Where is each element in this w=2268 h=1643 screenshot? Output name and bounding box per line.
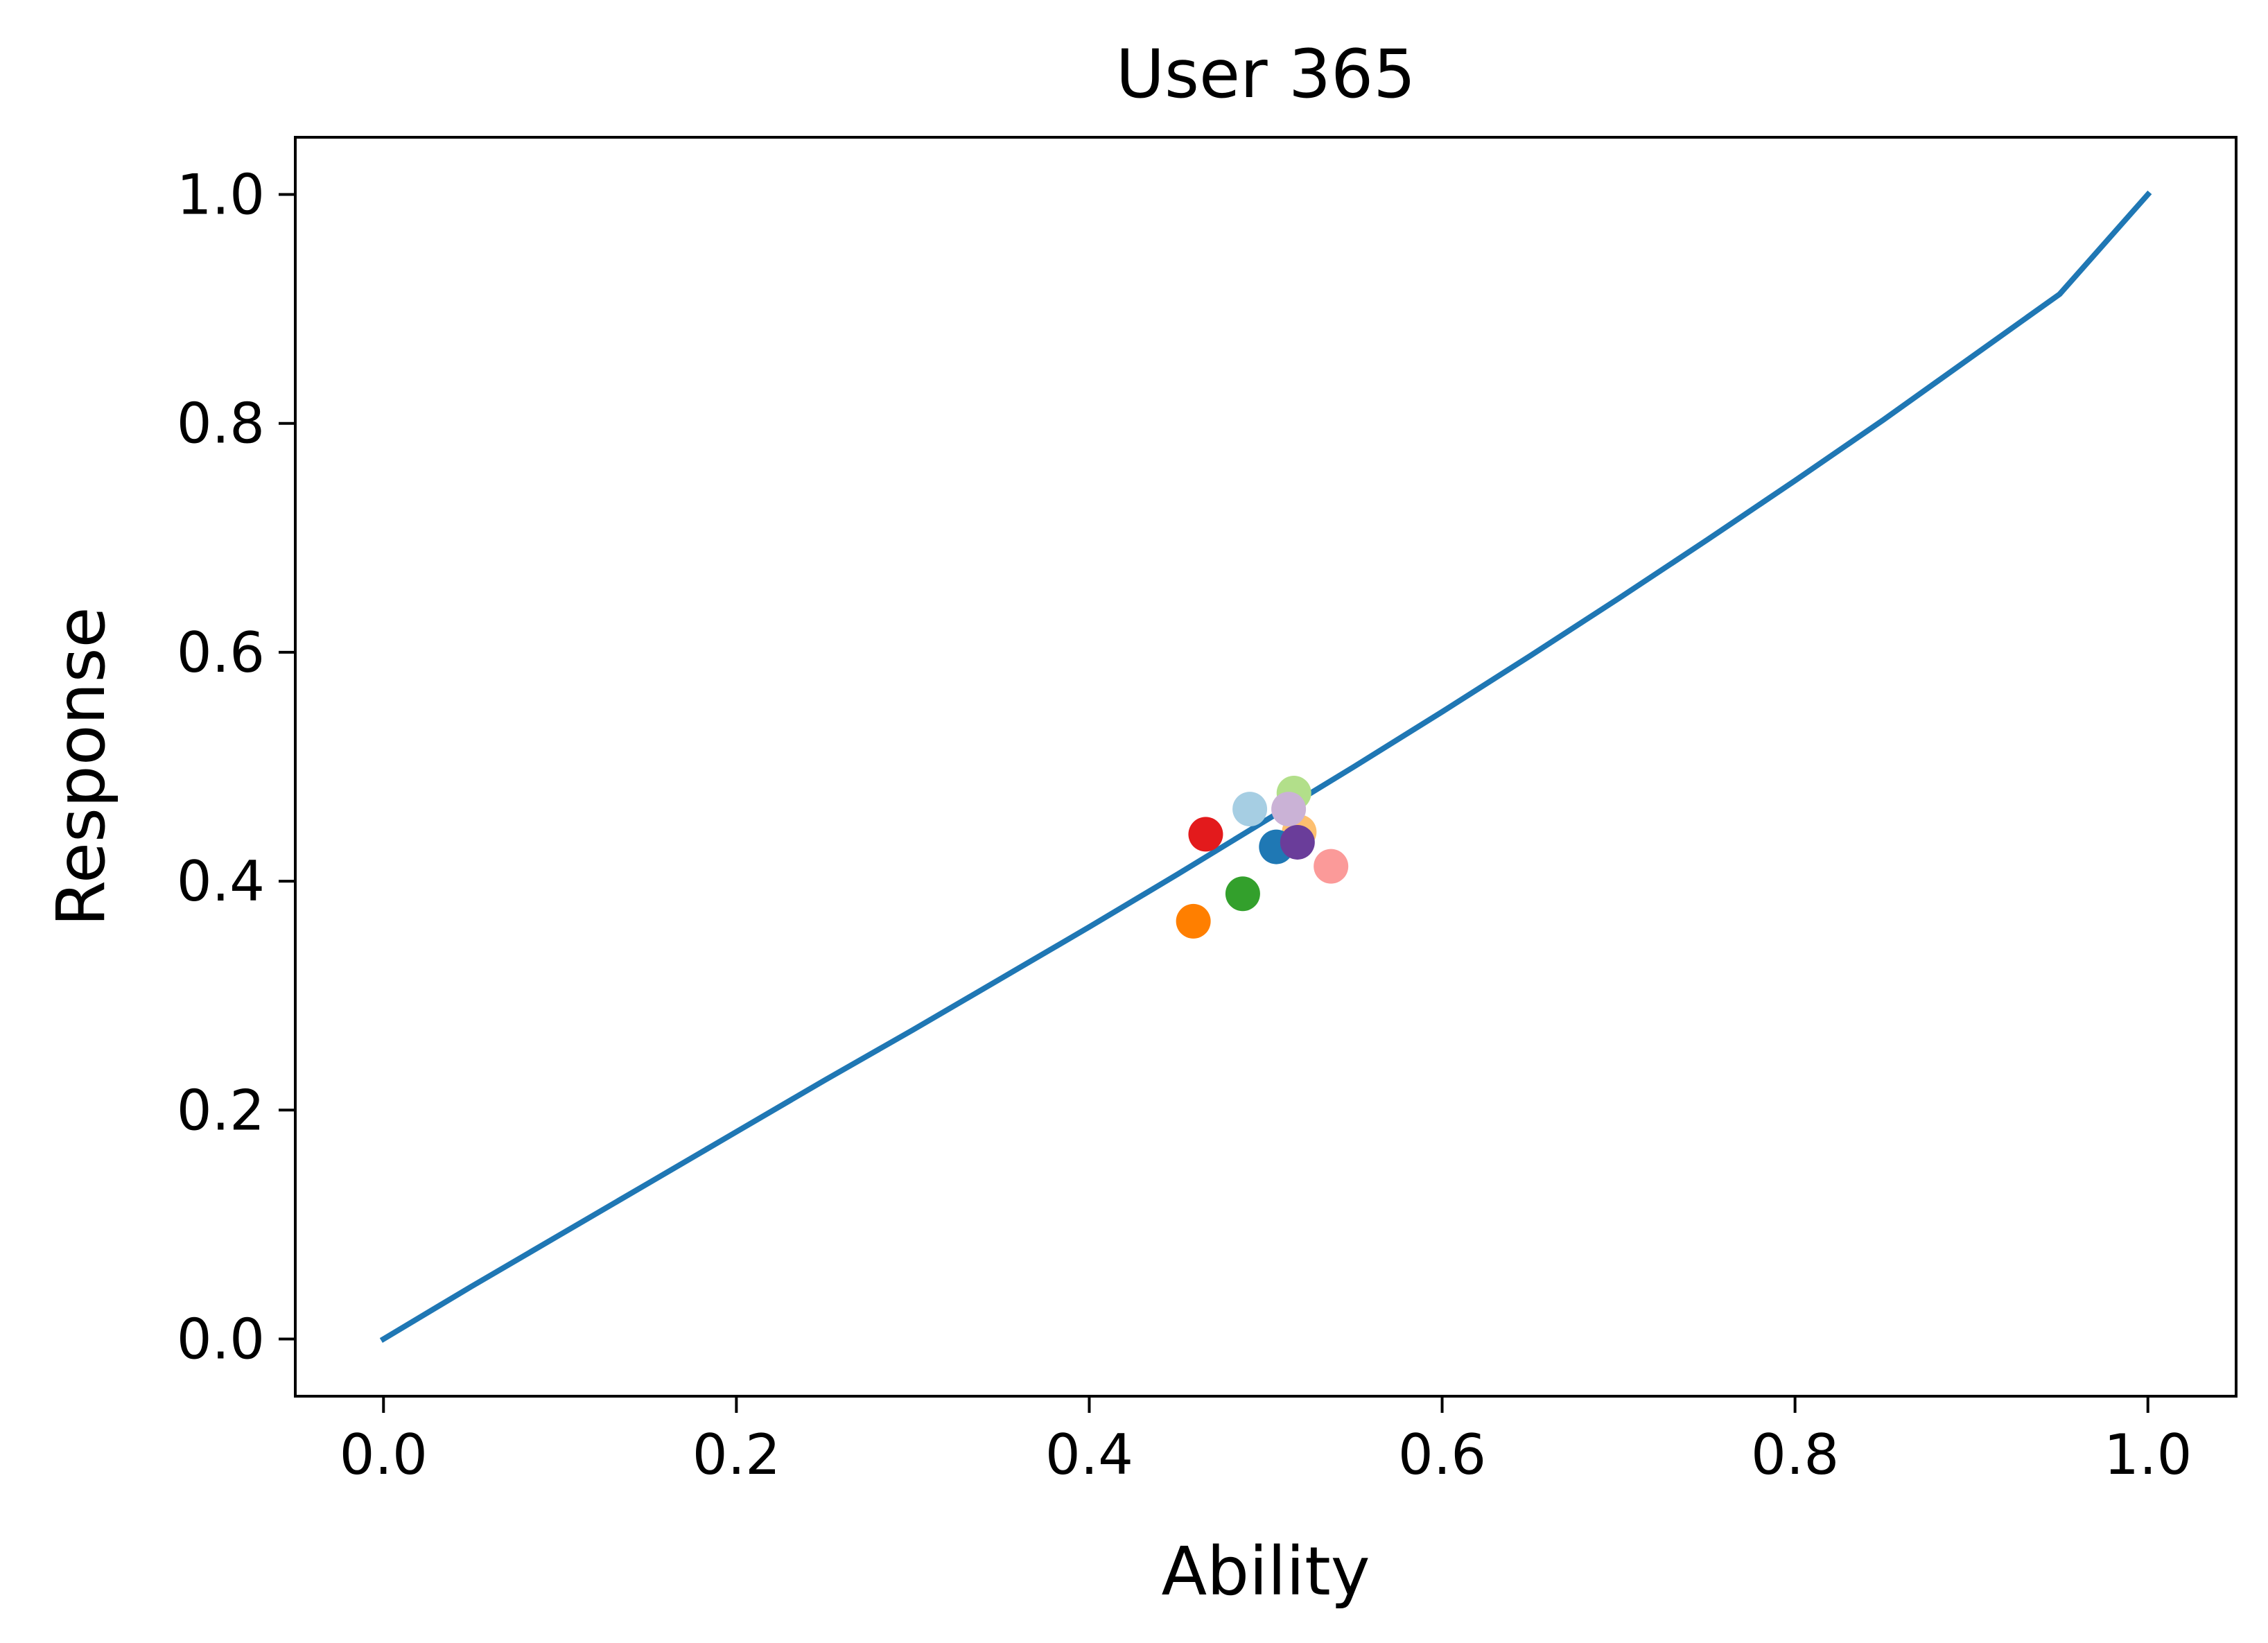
- chart-title: User 365: [1116, 35, 1416, 113]
- x-axis-label: Ability: [1161, 1533, 1370, 1610]
- data-point: [1271, 792, 1307, 827]
- x-tick-label: 0.8: [1751, 1423, 1839, 1487]
- x-tick-label: 1.0: [2104, 1423, 2192, 1487]
- data-point: [1280, 824, 1315, 860]
- y-axis-label: Response: [42, 607, 120, 926]
- y-tick-label: 0.2: [177, 1078, 265, 1142]
- x-tick-label: 0.4: [1045, 1423, 1133, 1487]
- y-axis: 0.0 0.2 0.4 0.6 0.8 1.0: [177, 163, 295, 1371]
- x-tick-label: 0.6: [1398, 1423, 1486, 1487]
- y-tick-label: 0.8: [177, 392, 265, 456]
- y-tick-label: 0.0: [177, 1307, 265, 1371]
- axes-frame: [294, 136, 2238, 1398]
- y-tick-label: 1.0: [177, 163, 265, 227]
- data-point: [1232, 792, 1268, 827]
- y-tick-label: 0.4: [177, 849, 265, 914]
- data-point: [1188, 817, 1223, 852]
- data-point: [1225, 876, 1260, 912]
- plot-area: [379, 190, 2152, 1343]
- y-tick-label: 0.6: [177, 620, 265, 685]
- x-axis: 0.0 0.2 0.4 0.6 0.8 1.0: [340, 1396, 2192, 1487]
- x-tick-label: 0.2: [692, 1423, 780, 1487]
- data-point: [1314, 849, 1349, 884]
- model-curve: [379, 190, 2152, 1343]
- data-point: [1176, 903, 1211, 939]
- x-tick-label: 0.0: [340, 1423, 428, 1487]
